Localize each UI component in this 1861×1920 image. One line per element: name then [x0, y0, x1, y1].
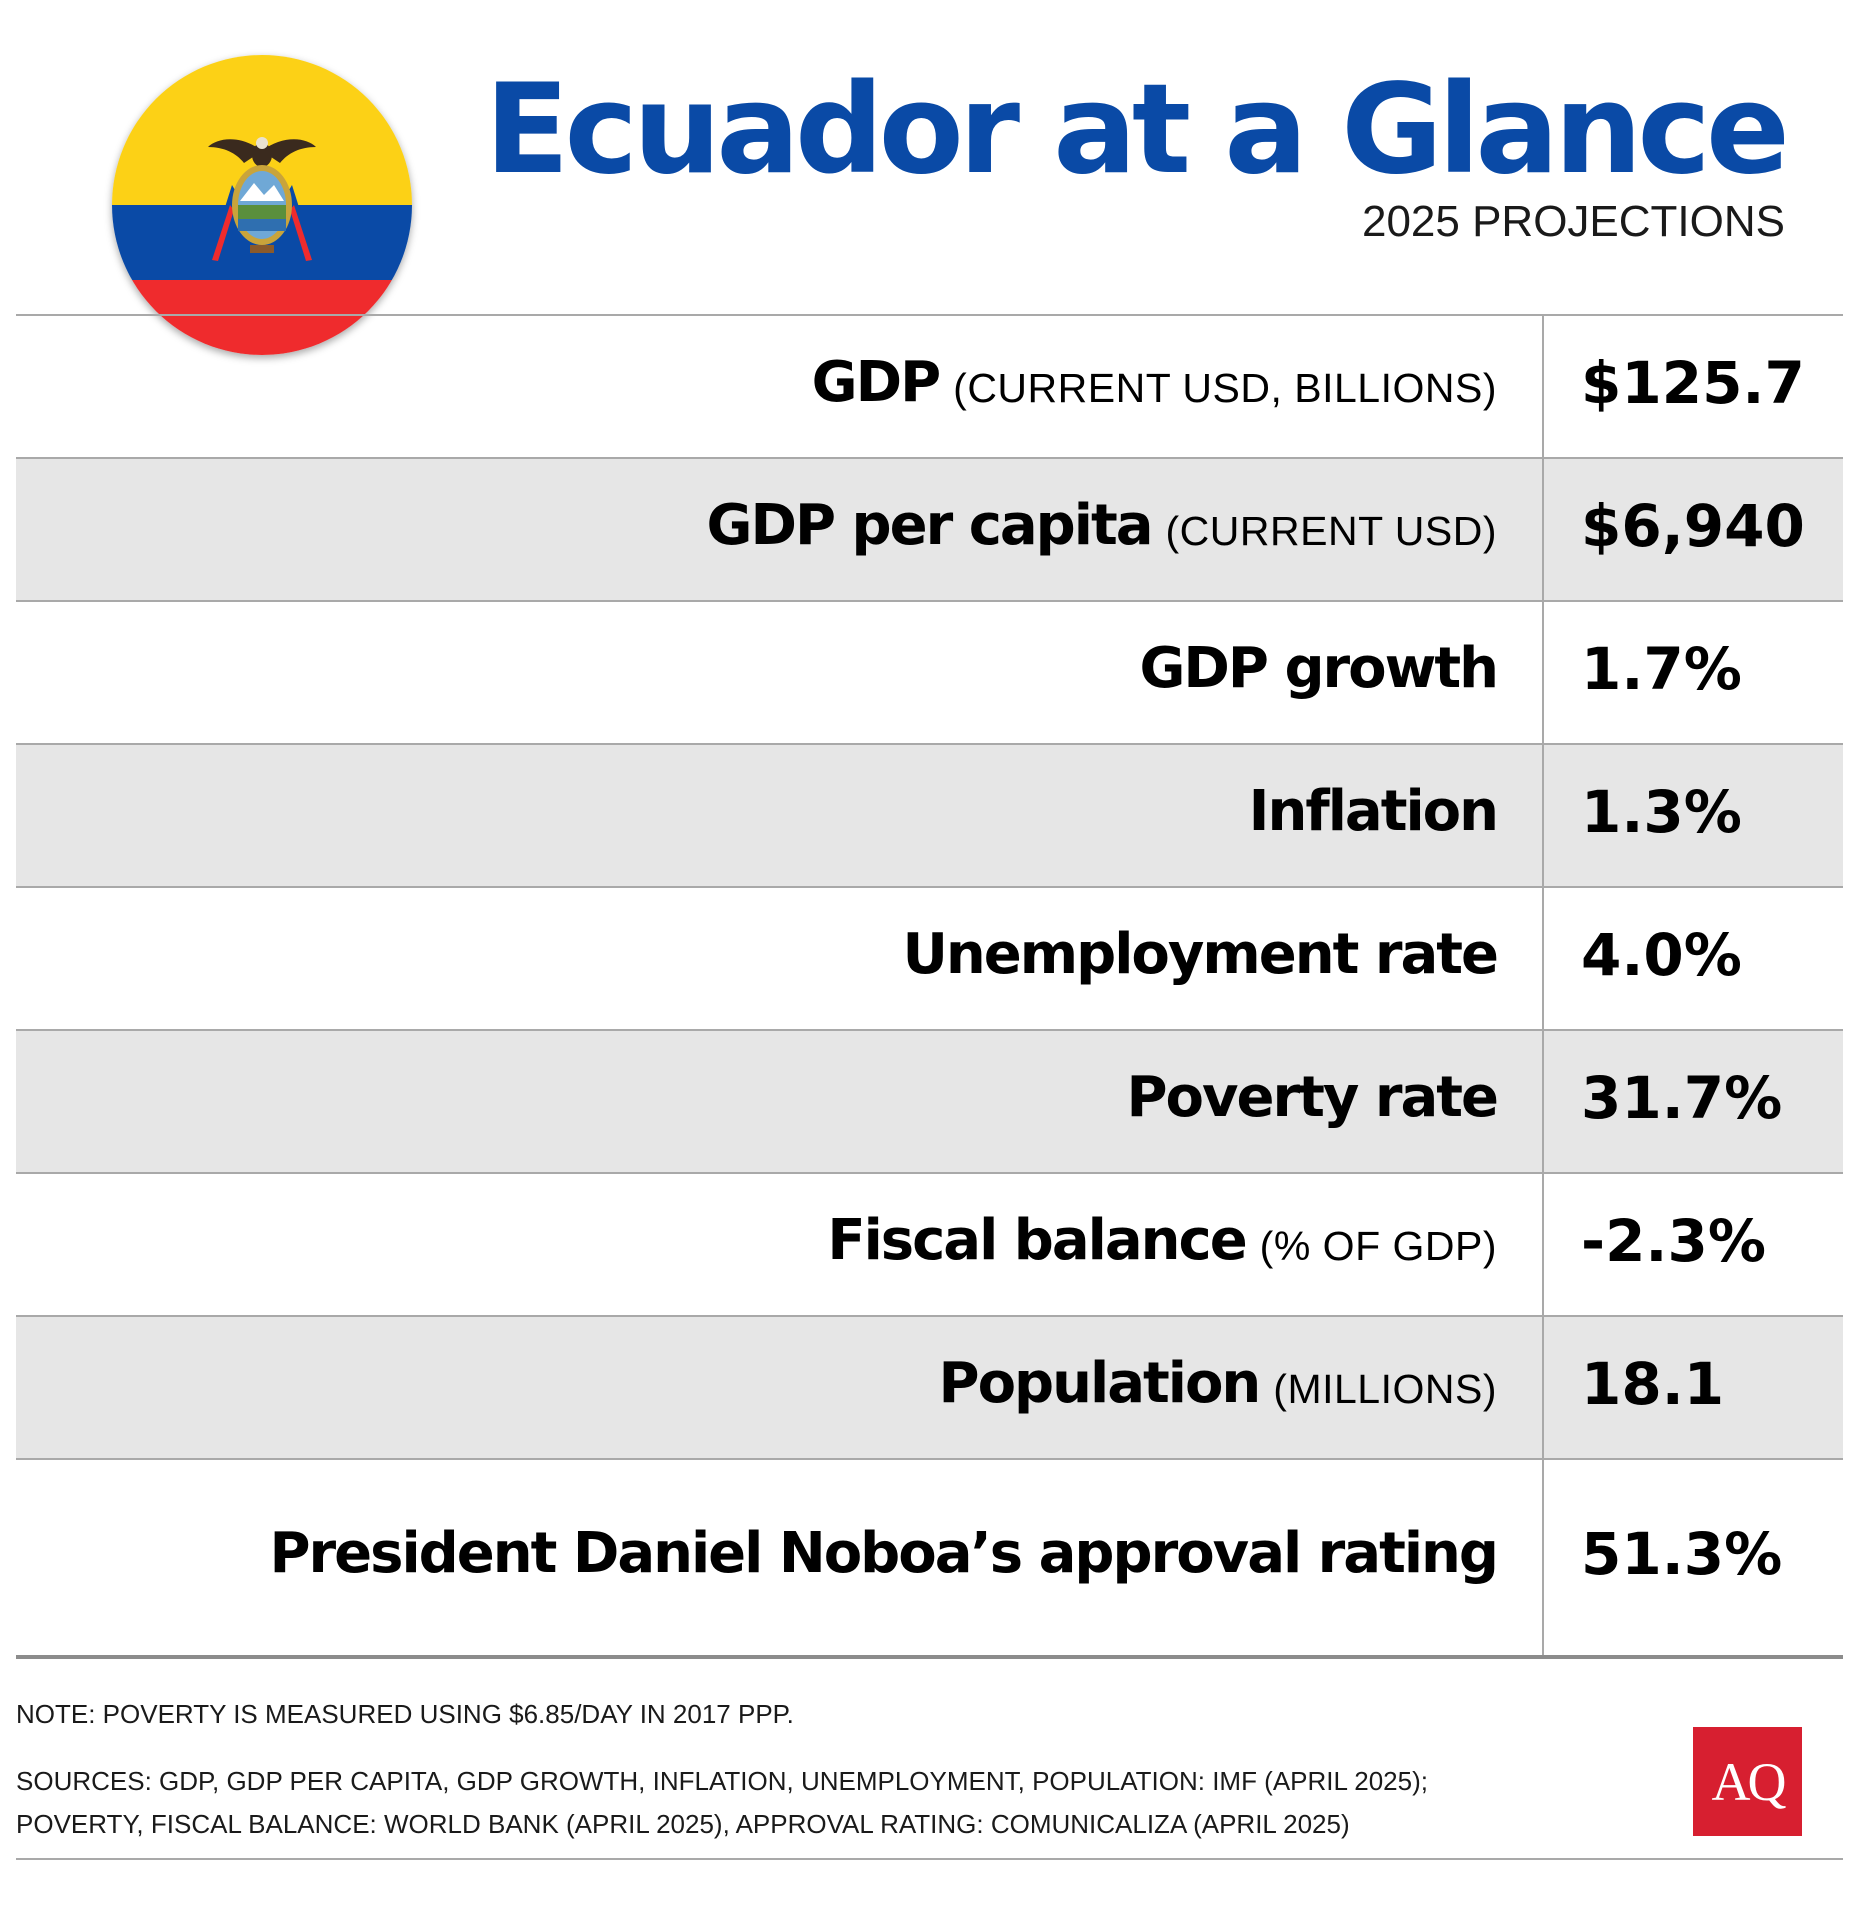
row-label: GDP growth [1139, 598, 1499, 739]
coat-of-arms-icon [208, 137, 316, 261]
row-value: 18.1 [1581, 1349, 1725, 1418]
row-label-main: President Daniel Noboa’s approval rating [269, 1521, 1499, 1586]
table-row: GDP per capita (CURRENT USD) $6,940 [16, 459, 1843, 602]
row-label-main: Inflation [1248, 779, 1499, 844]
row-label: GDP (CURRENT USD, BILLIONS) [812, 312, 1497, 453]
row-value: $6,940 [1581, 491, 1805, 560]
row-label-main: GDP growth [1139, 636, 1499, 701]
table-row: Poverty rate 31.7% [16, 1031, 1843, 1174]
page-subtitle: 2025 PROJECTIONS [1361, 197, 1785, 246]
row-label-main: GDP per capita [706, 493, 1154, 558]
footnote: NOTE: POVERTY IS MEASURED USING $6.85/DA… [16, 1699, 794, 1729]
row-label-main: Unemployment rate [902, 922, 1499, 987]
row-value: 51.3% [1581, 1519, 1783, 1588]
row-label-main: GDP [811, 350, 941, 415]
ecuador-flag-icon [112, 55, 412, 355]
row-label-unit: (MILLIONS) [1273, 1366, 1497, 1412]
row-label: Poverty rate [1126, 1027, 1499, 1168]
row-label-unit: (CURRENT USD, BILLIONS) [953, 365, 1497, 411]
column-divider [1542, 745, 1544, 886]
column-divider [1542, 888, 1544, 1029]
table-row: Inflation 1.3% [16, 745, 1843, 888]
table-row: Fiscal balance (% OF GDP) -2.3% [16, 1174, 1843, 1317]
row-value: 1.3% [1581, 777, 1742, 846]
table-row: GDP (CURRENT USD, BILLIONS) $125.7 [16, 316, 1843, 459]
row-value: $125.7 [1581, 348, 1805, 417]
stats-table: GDP (CURRENT USD, BILLIONS) $125.7 GDP p… [16, 314, 1843, 1659]
table-row: GDP growth 1.7% [16, 602, 1843, 745]
sources-line: SOURCES: GDP, GDP PER CAPITA, GDP GROWTH… [16, 1766, 1428, 1796]
column-divider [1542, 1317, 1544, 1458]
sources-line: POVERTY, FISCAL BALANCE: WORLD BANK (APR… [16, 1809, 1350, 1839]
table-row: President Daniel Noboa’s approval rating… [16, 1460, 1843, 1659]
column-divider [1542, 602, 1544, 743]
row-label-unit: (CURRENT USD) [1165, 508, 1497, 554]
aq-logo: AQ [1693, 1727, 1802, 1836]
bottom-divider [16, 1858, 1843, 1860]
row-label-main: Population [938, 1351, 1262, 1416]
row-value: 1.7% [1581, 634, 1742, 703]
column-divider [1542, 316, 1544, 457]
column-divider [1542, 1031, 1544, 1172]
row-value: 4.0% [1581, 920, 1742, 989]
row-value: 31.7% [1581, 1063, 1783, 1132]
table-row: Population (MILLIONS) 18.1 [16, 1317, 1843, 1460]
page-title: Ecuador at a Glance [484, 58, 1790, 202]
column-divider [1542, 459, 1544, 600]
row-value: -2.3% [1581, 1206, 1766, 1275]
column-divider [1542, 1460, 1544, 1655]
table-row: Unemployment rate 4.0% [16, 888, 1843, 1031]
column-divider [1542, 1174, 1544, 1315]
row-label: Unemployment rate [902, 884, 1499, 1025]
row-label: Fiscal balance (% OF GDP) [827, 1170, 1497, 1311]
row-label-main: Fiscal balance [827, 1208, 1247, 1273]
row-label-main: Poverty rate [1126, 1065, 1499, 1130]
row-label: GDP per capita (CURRENT USD) [707, 455, 1497, 596]
row-label: Inflation [1248, 741, 1499, 882]
row-label-unit: (% OF GDP) [1259, 1223, 1497, 1269]
row-label: President Daniel Noboa’s approval rating [269, 1456, 1499, 1651]
sources: SOURCES: GDP, GDP PER CAPITA, GDP GROWTH… [16, 1760, 1428, 1846]
row-label: Population (MILLIONS) [939, 1313, 1497, 1454]
